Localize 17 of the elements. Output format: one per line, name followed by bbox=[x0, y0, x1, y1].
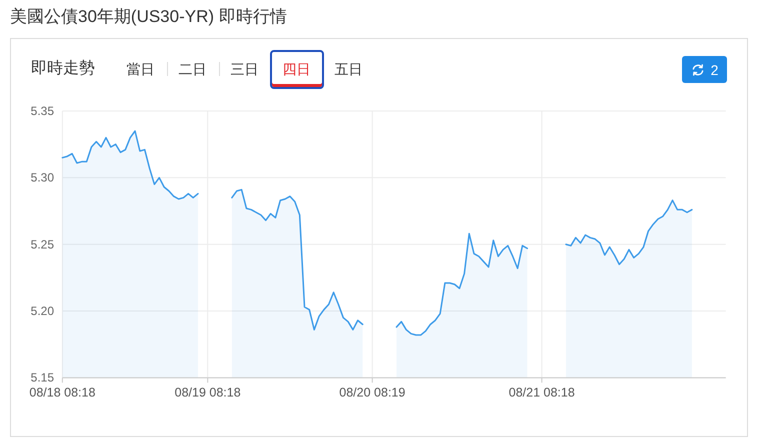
chart-subtitle: 即時走勢 bbox=[31, 58, 95, 79]
text: 四日 bbox=[270, 50, 324, 89]
text: 三日 bbox=[218, 50, 272, 89]
y-tick-label: 5.35 bbox=[30, 104, 54, 118]
y-tick-label: 5.30 bbox=[30, 170, 54, 185]
x-tick-label: 08/20 08:19 bbox=[339, 386, 406, 400]
x-tick-label: 08/18 08:18 bbox=[29, 386, 96, 400]
chart-title: 美國公債30年期(US30-YR) 即時行情 bbox=[10, 6, 287, 28]
text: 當日 bbox=[114, 50, 168, 89]
text: 2 bbox=[710, 62, 718, 78]
text: 二日 bbox=[166, 50, 220, 89]
text: 五日 bbox=[322, 50, 376, 89]
x-tick-label: 08/21 08:18 bbox=[508, 386, 575, 400]
y-tick-label: 5.20 bbox=[30, 304, 54, 318]
y-tick-label: 5.25 bbox=[30, 237, 54, 252]
x-tick-label: 08/19 08:18 bbox=[174, 386, 241, 400]
y-tick-label: 5.15 bbox=[30, 370, 54, 385]
